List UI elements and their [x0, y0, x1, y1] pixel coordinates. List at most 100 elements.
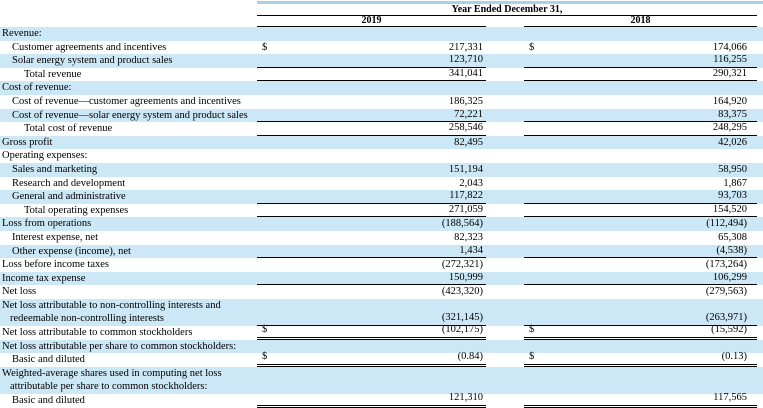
table-row: Customer agreements and incentives $217,… — [0, 41, 763, 55]
row-label: Cost of revenue: — [2, 82, 72, 94]
value-cell-2019: 150,999 — [257, 272, 486, 286]
row-label: Net loss attributable to common stockhol… — [2, 327, 193, 339]
amount-2018: 106,299 — [712, 271, 747, 283]
row-label: Net loss — [2, 286, 37, 298]
dollar-sign: $ — [262, 324, 268, 336]
value-cell-2018: 58,950 — [524, 163, 757, 177]
amount-2018: 83,375 — [718, 108, 747, 120]
amount-2019: (188,564) — [441, 218, 483, 230]
amount-2019: (0.84) — [457, 351, 483, 363]
table-row: Net loss attributable to common stockhol… — [0, 324, 763, 340]
row-label: Customer agreements and incentives — [12, 41, 167, 53]
row-label: Total revenue — [24, 68, 82, 80]
value-cell-2019: 258,546 — [257, 122, 486, 136]
amount-2018: (112,494) — [706, 218, 747, 230]
value-cell-2018: 117,565 — [524, 392, 757, 408]
value-cell-2018: (279,563) — [524, 285, 757, 299]
value-cell-2019: (423,320) — [257, 285, 486, 299]
table-row: Net loss attributable to non-controlling… — [0, 298, 763, 327]
dollar-sign: $ — [262, 351, 268, 363]
amount-2018: 93,703 — [718, 190, 747, 202]
value-cell-2019: 341,041 — [257, 68, 486, 82]
amount-2019: 258,546 — [448, 122, 483, 134]
row-label: Revenue: — [2, 28, 42, 39]
table-row: Net loss attributable per share to commo… — [0, 339, 763, 354]
amount-2019: 151,194 — [448, 163, 483, 175]
table-row: Loss from operations (188,564) (112,494) — [0, 217, 763, 231]
value-cell-2019: (188,564) — [257, 217, 486, 231]
amount-2019: 1,434 — [459, 244, 483, 256]
value-cell-2018: 83,375 — [524, 109, 757, 123]
row-label: Basic and diluted — [12, 395, 85, 407]
amount-2018: 58,950 — [718, 163, 747, 175]
table-row: Total cost of revenue 258,546 248,295 — [0, 122, 763, 136]
amount-2019: (423,320) — [441, 286, 483, 298]
row-label: Net loss attributable per share to commo… — [2, 340, 237, 352]
value-cell-2018: 164,920 — [524, 95, 757, 109]
row-label: Total cost of revenue — [24, 123, 113, 135]
amount-2019: 123,710 — [448, 54, 483, 66]
amount-2019: 82,323 — [454, 231, 483, 243]
row-label: Operating expenses: — [2, 150, 88, 162]
table-row: Total operating expenses 271,059 154,520 — [0, 204, 763, 218]
table-header-years: 2019 2018 — [0, 16, 763, 27]
value-cell-2018 — [524, 149, 757, 163]
value-cell-2019: 151,194 — [257, 163, 486, 177]
value-cell-2018: 154,520 — [524, 204, 757, 218]
table-row: Gross profit 82,495 42,026 — [0, 135, 763, 150]
top-border-bar — [257, 1, 763, 4]
value-cell-2019: 271,059 — [257, 204, 486, 218]
row-label: Total operating expenses — [24, 204, 129, 216]
table-row: Income tax expense 150,999 106,299 — [0, 271, 763, 286]
amount-2019: (272,321) — [441, 259, 483, 271]
table-row: Other expense (income), net 1,434 (4,538… — [0, 244, 763, 259]
value-cell-2019: 82,323 — [257, 231, 486, 245]
year-column-header-2019: 2019 — [257, 16, 486, 27]
value-cell-2019: (272,321) — [257, 258, 486, 272]
table-row: Net loss (423,320) (279,563) — [0, 285, 763, 299]
value-cell-2018: 93,703 — [524, 190, 757, 204]
value-cell-2019: 186,325 — [257, 95, 486, 109]
table-top-strip — [0, 0, 763, 4]
row-label: Net loss attributable to non-controlling… — [2, 299, 221, 325]
value-cell-2018: (4,538) — [524, 245, 757, 259]
value-cell-2019: 123,710 — [257, 54, 486, 68]
amount-2018: 164,920 — [712, 95, 747, 107]
row-label: Cost of revenue—solar energy system and … — [12, 109, 248, 121]
value-cell-2019: $ (0.84) — [257, 351, 486, 367]
value-cell-2019: 2,043 — [257, 177, 486, 191]
value-cell-2018: $174,066 — [524, 41, 757, 55]
amount-2019: 121,310 — [448, 392, 483, 404]
amount-2018: 248,295 — [712, 122, 747, 134]
amount-2019: 271,059 — [448, 203, 483, 215]
period-header: Year Ended December 31, — [257, 4, 757, 16]
table-row: Revenue: — [0, 27, 763, 41]
value-cell-2018: 42,026 — [524, 136, 757, 150]
value-cell-2018: 106,299 — [524, 272, 757, 286]
table-row: Solar energy system and product sales 12… — [0, 54, 763, 68]
amount-2018: 174,066 — [712, 41, 747, 53]
row-label: Other expense (income), net — [12, 245, 131, 257]
amount-2019: 82,495 — [454, 136, 483, 148]
table-row: Weighted-average shares used in computin… — [0, 366, 763, 395]
table-row: General and administrative 117,822 93,70… — [0, 190, 763, 204]
value-cell-2019 — [257, 149, 486, 163]
value-cell-2018 — [524, 27, 757, 41]
row-label: Interest expense, net — [12, 231, 99, 243]
amount-2018: (0.13) — [721, 351, 747, 363]
value-cell-2019: 121,310 — [257, 392, 486, 408]
row-label: Gross profit — [2, 136, 53, 148]
table-header-period: Year Ended December 31, — [0, 4, 763, 16]
year-column-header-2018: 2018 — [524, 16, 757, 27]
amount-2019: 217,331 — [448, 41, 483, 53]
value-cell-2019: 117,822 — [257, 190, 486, 204]
dollar-sign: $ — [529, 351, 535, 363]
amount-2018: 116,255 — [713, 54, 747, 66]
table-row: Cost of revenue: — [0, 81, 763, 95]
dollar-sign: $ — [262, 41, 268, 53]
value-cell-2018 — [524, 367, 757, 394]
value-cell-2019: (321,145) — [257, 299, 486, 327]
amount-2019: (321,145) — [441, 312, 483, 324]
table-row: Operating expenses: — [0, 149, 763, 163]
